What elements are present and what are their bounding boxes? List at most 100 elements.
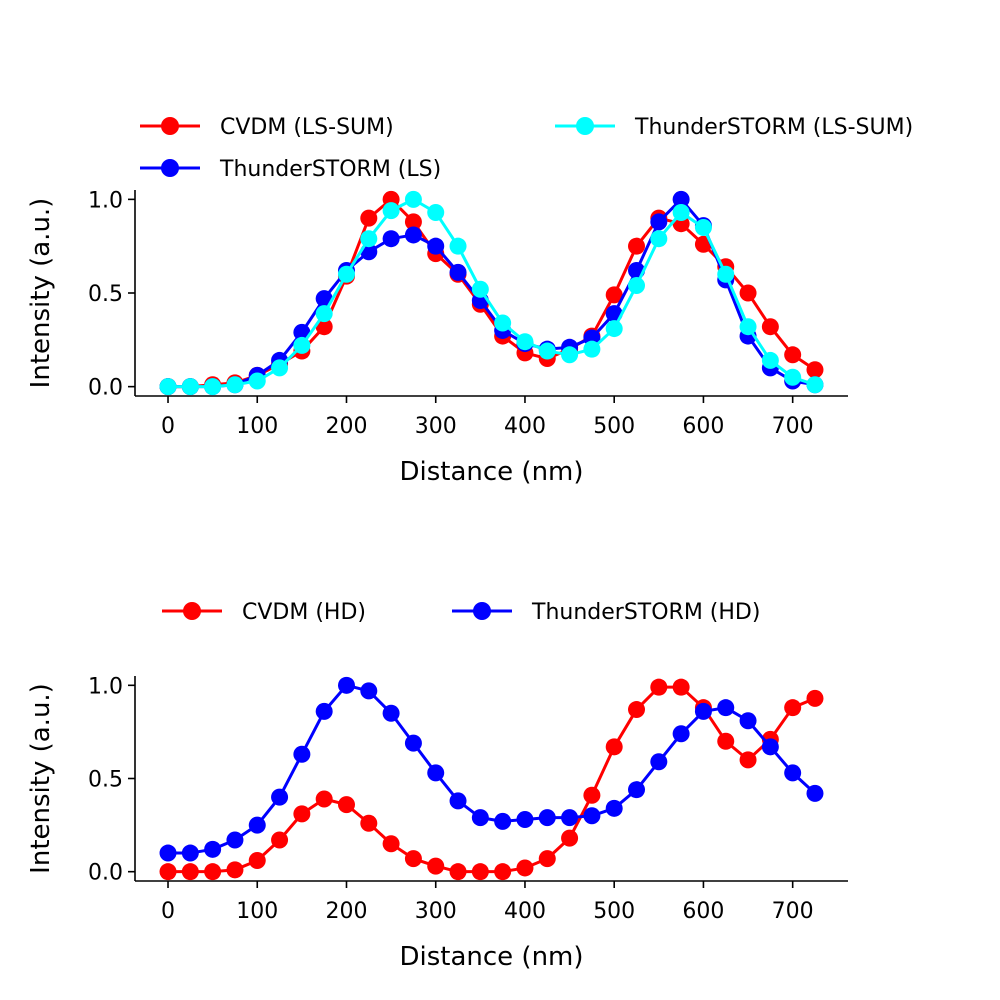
data-point (449, 237, 467, 255)
chart-2: 0 100 200 300 400 500 600 700 0.0 0.5 1.0 Distance … (26, 600, 848, 972)
data-point (427, 764, 445, 782)
data-point (404, 850, 422, 868)
x-tick-label: 300 (415, 899, 457, 924)
data-point (360, 682, 378, 700)
data-point (315, 790, 333, 808)
x-tick-label: 500 (593, 899, 635, 924)
data-point (449, 263, 467, 281)
data-point (337, 796, 355, 814)
x-tick-label: 400 (504, 899, 546, 924)
data-point (694, 218, 712, 236)
x-tick-label: 400 (504, 414, 546, 439)
x-tick-label: 200 (325, 899, 367, 924)
data-point (404, 226, 422, 244)
data-point (516, 859, 534, 877)
series-line (166, 197, 817, 389)
data-point (694, 702, 712, 720)
series-line (166, 197, 817, 389)
data-point (784, 368, 802, 386)
data-point (739, 712, 757, 730)
data-point (271, 788, 289, 806)
data-point (382, 202, 400, 220)
data-point (226, 831, 244, 849)
legend-label: ThunderSTORM (LS-SUM) (634, 115, 913, 140)
data-point (315, 318, 333, 336)
data-point (628, 277, 646, 295)
legend-entry: ThunderSTORM (HD) (452, 600, 760, 625)
data-point (293, 336, 311, 354)
data-point (181, 863, 199, 881)
data-point (717, 699, 735, 717)
data-point (761, 738, 779, 756)
data-point (427, 857, 445, 875)
data-point (293, 805, 311, 823)
x-tick-label: 200 (325, 414, 367, 439)
data-point (516, 333, 534, 351)
data-point (494, 863, 512, 881)
data-point (628, 781, 646, 799)
data-point (583, 807, 601, 825)
data-point (672, 678, 690, 696)
data-point (427, 203, 445, 221)
data-point (248, 372, 266, 390)
data-point (605, 320, 623, 338)
data-point (315, 290, 333, 308)
series-2 (159, 676, 824, 862)
data-point (672, 203, 690, 221)
legend-marker (576, 117, 594, 135)
data-point (159, 378, 177, 396)
data-point (628, 237, 646, 255)
data-point (538, 850, 556, 868)
data-point (159, 863, 177, 881)
data-point (226, 376, 244, 394)
data-point (605, 738, 623, 756)
data-point (248, 816, 266, 834)
data-point (471, 809, 489, 827)
x-axis-label: Distance (nm) (399, 457, 583, 487)
x-axis-label: Distance (nm) (399, 942, 583, 972)
data-point (382, 230, 400, 248)
data-point (315, 305, 333, 323)
series-1 (159, 190, 824, 396)
legend-marker (183, 602, 201, 620)
y-tick-label: 1.0 (88, 188, 123, 213)
x-tick-label: 0 (161, 414, 175, 439)
data-point (181, 844, 199, 862)
data-point (337, 676, 355, 694)
legend-entry: CVDM (HD) (162, 600, 366, 625)
data-point (204, 863, 222, 881)
x-tick-label: 0 (161, 899, 175, 924)
data-point (672, 725, 690, 743)
data-point (650, 213, 668, 231)
x-tick-label: 600 (682, 414, 724, 439)
series-2 (159, 190, 824, 396)
data-point (204, 840, 222, 858)
x-tick-label: 700 (772, 899, 814, 924)
data-point (650, 753, 668, 771)
data-point (293, 323, 311, 341)
data-point (538, 809, 556, 827)
data-point (806, 361, 824, 379)
data-point (181, 378, 199, 396)
data-point (382, 704, 400, 722)
legend-label: ThunderSTORM (HD) (531, 600, 760, 625)
data-point (248, 852, 266, 869)
data-point (717, 732, 735, 750)
data-point (494, 812, 512, 830)
y-tick-label: 0.0 (88, 376, 123, 401)
data-point (628, 701, 646, 719)
data-point (806, 784, 824, 802)
x-tick-label: 100 (236, 414, 278, 439)
data-point (583, 786, 601, 804)
data-point (360, 209, 378, 227)
y-tick-label: 0.5 (88, 282, 123, 307)
legend-entry: CVDM (LS-SUM) (140, 115, 394, 140)
chart-1: 0 100 200 300 400 500 600 700 0.0 0.5 1.0 Distance … (26, 115, 913, 487)
data-point (672, 190, 690, 208)
data-point (404, 734, 422, 752)
data-point (516, 811, 534, 828)
data-point (605, 799, 623, 817)
x-tick-label: 700 (772, 414, 814, 439)
data-point (471, 863, 489, 881)
